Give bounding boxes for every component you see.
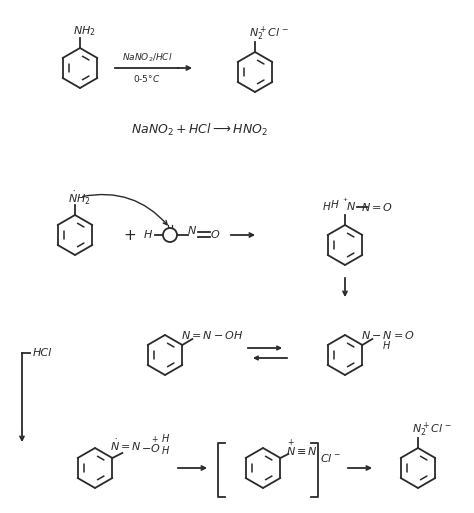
Text: $NH_2$: $NH_2$ xyxy=(73,24,95,38)
Text: $0\text{-}5°C$: $0\text{-}5°C$ xyxy=(133,72,161,84)
Text: $N=N-OH$: $N=N-OH$ xyxy=(181,329,244,341)
Text: $Cl^-$: $Cl^-$ xyxy=(319,452,340,464)
Text: $^+$: $^+$ xyxy=(341,196,349,206)
Text: $NaNO_2/HCl$: $NaNO_2/HCl$ xyxy=(122,52,173,64)
Text: O: O xyxy=(210,230,219,240)
Circle shape xyxy=(163,228,177,242)
Text: $N=O$: $N=O$ xyxy=(361,201,393,213)
Text: $N-N=O$: $N-N=O$ xyxy=(361,329,415,341)
Text: H: H xyxy=(331,200,339,210)
Text: $\dot{N}H_2$: $\dot{N}H_2$ xyxy=(68,189,91,207)
Text: H: H xyxy=(144,230,152,240)
Text: H: H xyxy=(383,341,390,351)
Text: $N_2^+Cl^-$: $N_2^+Cl^-$ xyxy=(412,421,452,439)
Text: $-\overset{+}{O}$: $-\overset{+}{O}$ xyxy=(140,435,160,456)
Text: $\overset{+}{N}{\equiv}N$: $\overset{+}{N}{\equiv}N$ xyxy=(286,438,319,459)
Text: +: + xyxy=(124,227,137,243)
Text: N: N xyxy=(347,202,355,212)
Text: $NaNO_2 + HCl \longrightarrow HNO_2$: $NaNO_2 + HCl \longrightarrow HNO_2$ xyxy=(131,122,269,138)
Text: $\dot{N}=N$: $\dot{N}=N$ xyxy=(110,438,142,452)
FancyArrowPatch shape xyxy=(83,194,167,225)
Text: H: H xyxy=(323,202,331,212)
Text: HCl: HCl xyxy=(32,348,52,358)
Text: $N_2^+Cl^-$: $N_2^+Cl^-$ xyxy=(249,25,289,43)
Text: H: H xyxy=(162,446,169,456)
Text: H: H xyxy=(162,434,169,444)
Text: N: N xyxy=(188,226,196,236)
